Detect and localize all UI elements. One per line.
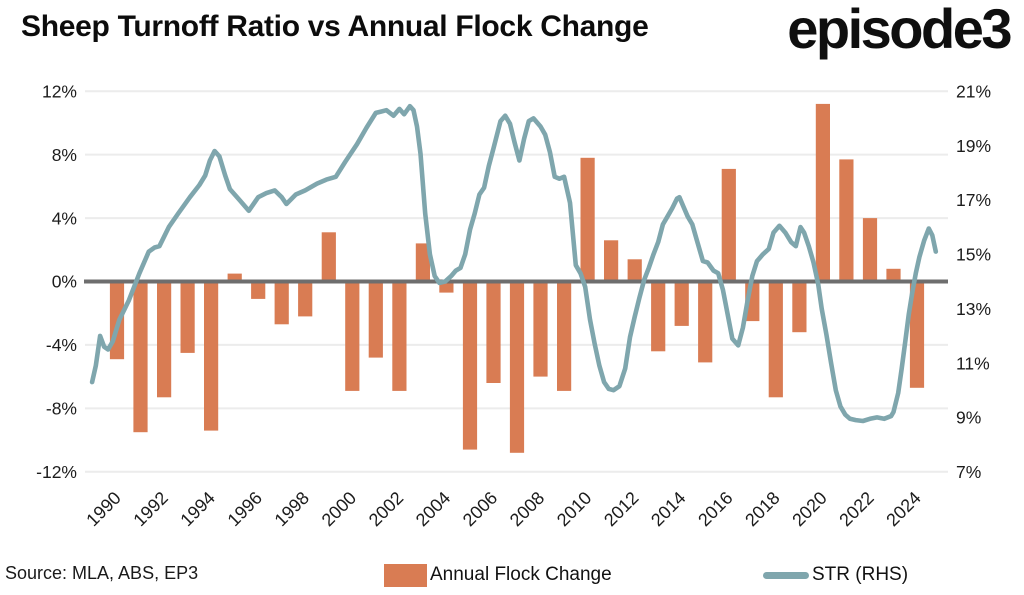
- right-axis-tick-21%: 21%: [956, 81, 991, 101]
- right-axis-tick-7%: 7%: [956, 462, 981, 482]
- bar-2004: [439, 281, 454, 293]
- legend-bar-swatch: [384, 563, 427, 587]
- left-axis-tick--12%: -12%: [36, 462, 77, 482]
- x-axis-tick-2008: 2008: [506, 488, 548, 530]
- bar-2018: [768, 281, 783, 398]
- bar-2007: [509, 281, 525, 453]
- right-axis-tick-9%: 9%: [956, 408, 981, 428]
- left-axis-tick-8%: 8%: [52, 145, 77, 165]
- x-axis-tick-2000: 2000: [318, 488, 360, 530]
- bar-1993: [180, 281, 195, 353]
- x-axis-tick-2002: 2002: [365, 488, 407, 530]
- bar-1996: [251, 281, 266, 299]
- right-axis-tick-15%: 15%: [956, 245, 991, 265]
- bar-2011: [604, 240, 619, 282]
- bar-2014: [674, 281, 689, 326]
- str-line: [89, 103, 939, 424]
- x-axis-tick-2014: 2014: [647, 488, 689, 530]
- x-axis-tick-2004: 2004: [412, 488, 454, 530]
- legend-line-swatch: [763, 571, 809, 579]
- bar-1992: [157, 281, 172, 398]
- right-axis-tick-11%: 11%: [956, 353, 990, 373]
- bar-1991: [133, 281, 148, 433]
- bar-2021: [839, 159, 854, 282]
- right-axis-tick-19%: 19%: [956, 136, 991, 156]
- episode3-logo: episode3: [787, 0, 1012, 60]
- bar-2008: [533, 281, 548, 377]
- legend-bar-label: Annual Flock Change: [430, 564, 612, 585]
- right-axis-tick-17%: 17%: [956, 190, 991, 210]
- bar-2015: [698, 281, 713, 363]
- bar-2001: [368, 281, 383, 358]
- bar-2019: [792, 281, 807, 333]
- left-axis-tick-4%: 4%: [52, 208, 77, 228]
- bar-1999: [321, 232, 336, 282]
- left-axis-tick-12%: 12%: [42, 81, 77, 101]
- x-axis-tick-2012: 2012: [600, 488, 642, 530]
- left-axis-tick--4%: -4%: [46, 335, 77, 355]
- left-axis-tick--8%: -8%: [46, 399, 77, 419]
- x-axis-tick-2006: 2006: [459, 488, 501, 530]
- bar-2020: [815, 103, 830, 282]
- bar-2024: [909, 281, 925, 388]
- x-axis-tick-2018: 2018: [741, 488, 783, 530]
- x-axis-tick-1990: 1990: [82, 488, 124, 530]
- bar-2012: [627, 259, 642, 282]
- bar-2009: [557, 281, 572, 391]
- x-axis-tick-1994: 1994: [176, 488, 218, 530]
- source-note: Source: MLA, ABS, EP3: [5, 563, 199, 583]
- legend-line-label: STR (RHS): [812, 564, 909, 585]
- x-axis-tick-2020: 2020: [788, 488, 830, 530]
- chart-title: Sheep Turnoff Ratio vs Annual Flock Chan…: [21, 10, 649, 43]
- x-axis-tick-2010: 2010: [553, 488, 595, 530]
- legend-item-annual-flock-change: Annual Flock Change: [384, 562, 612, 588]
- bar-2013: [651, 281, 666, 352]
- left-axis-tick-0%: 0%: [52, 272, 77, 292]
- bar-1995: [227, 273, 242, 282]
- bar-2022: [862, 218, 878, 282]
- bar-2000: [345, 281, 360, 391]
- bar-2006: [486, 281, 501, 383]
- bar-1997: [274, 281, 289, 325]
- bar-2003: [415, 243, 430, 282]
- bar-1994: [204, 281, 219, 431]
- bar-2016: [721, 168, 736, 282]
- x-axis-tick-2022: 2022: [835, 488, 877, 530]
- x-axis-tick-1996: 1996: [224, 488, 266, 530]
- x-axis-tick-2024: 2024: [882, 488, 924, 530]
- x-axis-tick-2016: 2016: [694, 488, 736, 530]
- right-axis-tick-13%: 13%: [956, 299, 991, 319]
- bar-2005: [462, 281, 478, 450]
- bar-2010: [580, 157, 595, 282]
- bar-1998: [298, 281, 313, 317]
- x-axis-tick-1992: 1992: [129, 488, 171, 530]
- bar-2002: [392, 281, 407, 391]
- bar-2023: [886, 268, 901, 282]
- legend-item-str-rhs: STR (RHS): [763, 562, 908, 588]
- x-axis-tick-1998: 1998: [271, 488, 313, 530]
